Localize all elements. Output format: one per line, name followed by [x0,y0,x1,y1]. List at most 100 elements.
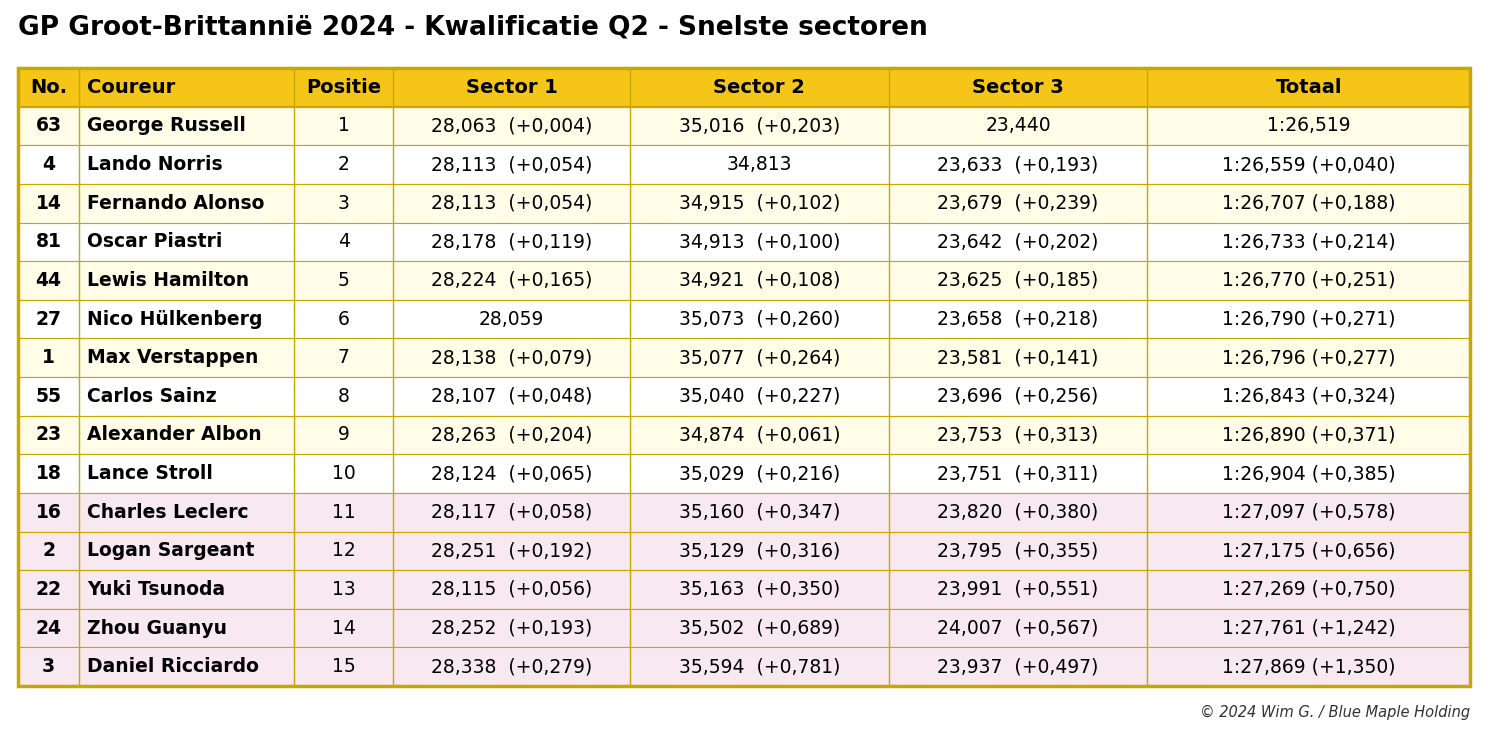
Text: 23,581  (+0,141): 23,581 (+0,141) [937,348,1098,368]
Text: 81: 81 [36,232,61,252]
Text: 1:26,796 (+0,277): 1:26,796 (+0,277) [1222,348,1396,368]
Text: 5: 5 [338,271,350,290]
Text: Alexander Albon: Alexander Albon [86,425,262,444]
Bar [18,261,1470,300]
Text: Lance Stroll: Lance Stroll [86,464,213,483]
Bar [18,570,1470,609]
Text: Positie: Positie [307,77,381,97]
Text: 28,251  (+0,192): 28,251 (+0,192) [432,541,592,560]
Text: Max Verstappen: Max Verstappen [86,348,259,368]
Text: Zhou Guanyu: Zhou Guanyu [86,618,228,638]
Text: 35,160  (+0,347): 35,160 (+0,347) [679,503,839,522]
Text: 24: 24 [36,618,61,638]
Text: 35,029  (+0,216): 35,029 (+0,216) [679,464,839,483]
Bar [18,493,1470,531]
Text: 1:27,175 (+0,656): 1:27,175 (+0,656) [1222,541,1396,560]
Text: 23,991  (+0,551): 23,991 (+0,551) [937,580,1098,599]
Text: 28,224  (+0,165): 28,224 (+0,165) [430,271,592,290]
Text: 1:26,843 (+0,324): 1:26,843 (+0,324) [1222,387,1396,406]
Text: 27: 27 [36,309,61,328]
Bar [18,68,1470,686]
Text: Fernando Alonso: Fernando Alonso [86,193,265,213]
Text: 1: 1 [338,117,350,136]
Text: Lewis Hamilton: Lewis Hamilton [86,271,248,290]
Text: 22: 22 [36,580,61,599]
Text: Totaal: Totaal [1275,77,1342,97]
Text: 6: 6 [338,309,350,328]
Text: 35,163  (+0,350): 35,163 (+0,350) [679,580,839,599]
Bar [18,184,1470,222]
Text: 28,138  (+0,079): 28,138 (+0,079) [432,348,592,368]
Text: No.: No. [30,77,67,97]
Text: 3: 3 [338,193,350,213]
Text: 35,594  (+0,781): 35,594 (+0,781) [679,657,839,676]
Text: 14: 14 [332,618,356,638]
Text: 28,338  (+0,279): 28,338 (+0,279) [432,657,592,676]
Text: Sector 1: Sector 1 [466,77,558,97]
Text: 13: 13 [332,580,356,599]
Text: 1:26,733 (+0,214): 1:26,733 (+0,214) [1222,232,1396,252]
Text: 28,059: 28,059 [479,309,545,328]
Text: Nico Hülkenberg: Nico Hülkenberg [86,309,262,328]
Bar [18,106,1470,145]
Text: 28,252  (+0,193): 28,252 (+0,193) [432,618,592,638]
Bar [18,222,1470,261]
Text: 28,063  (+0,004): 28,063 (+0,004) [430,117,592,136]
Bar [18,68,1470,106]
Text: 1:26,904 (+0,385): 1:26,904 (+0,385) [1222,464,1396,483]
Text: 23,751  (+0,311): 23,751 (+0,311) [937,464,1098,483]
Bar [18,455,1470,493]
Text: 7: 7 [338,348,350,368]
Text: 10: 10 [332,464,356,483]
Bar [18,531,1470,570]
Text: Oscar Piastri: Oscar Piastri [86,232,222,252]
Bar [18,145,1470,184]
Text: Carlos Sainz: Carlos Sainz [86,387,217,406]
Text: 28,115  (+0,056): 28,115 (+0,056) [432,580,592,599]
Text: 23,696  (+0,256): 23,696 (+0,256) [937,387,1098,406]
Text: 2: 2 [338,155,350,174]
Text: Charles Leclerc: Charles Leclerc [86,503,248,522]
Text: 9: 9 [338,425,350,444]
Text: 4: 4 [42,155,55,174]
Text: 34,921  (+0,108): 34,921 (+0,108) [679,271,839,290]
Text: George Russell: George Russell [86,117,246,136]
Text: 28,178  (+0,119): 28,178 (+0,119) [432,232,592,252]
Text: Daniel Ricciardo: Daniel Ricciardo [86,657,259,676]
Text: 1:27,269 (+0,750): 1:27,269 (+0,750) [1222,580,1396,599]
Text: Lando Norris: Lando Norris [86,155,223,174]
Text: 35,129  (+0,316): 35,129 (+0,316) [679,541,839,560]
Text: 44: 44 [36,271,61,290]
Text: 1:26,519: 1:26,519 [1266,117,1351,136]
Text: 1:26,559 (+0,040): 1:26,559 (+0,040) [1222,155,1396,174]
Text: 16: 16 [36,503,61,522]
Text: GP Groot-Brittannië 2024 - Kwalificatie Q2 - Snelste sectoren: GP Groot-Brittannië 2024 - Kwalificatie … [18,14,927,40]
Text: 28,113  (+0,054): 28,113 (+0,054) [430,155,592,174]
Text: 34,813: 34,813 [726,155,792,174]
Text: 23: 23 [36,425,61,444]
Text: 4: 4 [338,232,350,252]
Text: 8: 8 [338,387,350,406]
Bar [18,300,1470,339]
Text: 14: 14 [36,193,61,213]
Text: 2: 2 [42,541,55,560]
Text: 1: 1 [42,348,55,368]
Text: Yuki Tsunoda: Yuki Tsunoda [86,580,225,599]
Text: Coureur: Coureur [86,77,176,97]
Text: 3: 3 [42,657,55,676]
Text: © 2024 Wim G. / Blue Maple Holding: © 2024 Wim G. / Blue Maple Holding [1199,705,1470,720]
Text: 35,040  (+0,227): 35,040 (+0,227) [679,387,839,406]
Text: 1:26,707 (+0,188): 1:26,707 (+0,188) [1222,193,1396,213]
Text: 23,440: 23,440 [985,117,1051,136]
Bar [18,609,1470,647]
Text: 12: 12 [332,541,356,560]
Text: 35,016  (+0,203): 35,016 (+0,203) [679,117,839,136]
Text: 28,113  (+0,054): 28,113 (+0,054) [430,193,592,213]
Text: 1:27,097 (+0,578): 1:27,097 (+0,578) [1222,503,1396,522]
Bar [18,339,1470,377]
Text: 23,753  (+0,313): 23,753 (+0,313) [937,425,1098,444]
Text: 1:26,890 (+0,371): 1:26,890 (+0,371) [1222,425,1396,444]
Text: 23,642  (+0,202): 23,642 (+0,202) [937,232,1098,252]
Text: 23,658  (+0,218): 23,658 (+0,218) [937,309,1098,328]
Text: 34,915  (+0,102): 34,915 (+0,102) [679,193,839,213]
